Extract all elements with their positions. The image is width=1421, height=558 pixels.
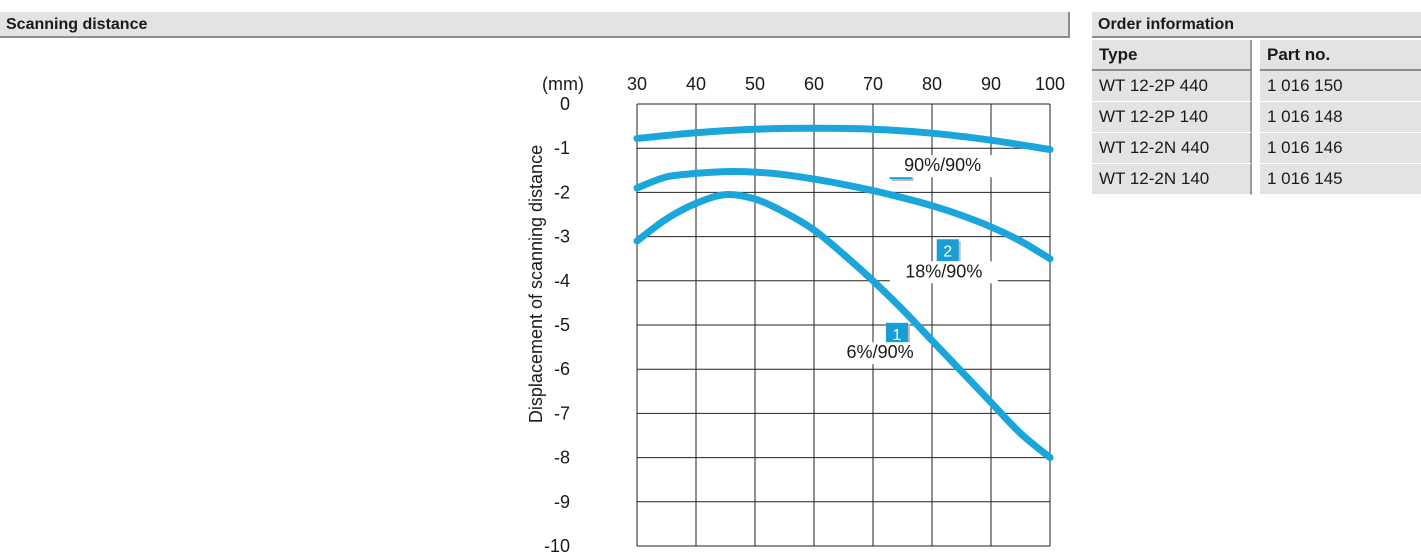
x-tick-label: 100 <box>1035 74 1065 94</box>
column-gap <box>1252 102 1260 133</box>
y-tick-label: 0 <box>560 94 570 114</box>
column-gap <box>1252 133 1260 164</box>
order-table: Type Part no. WT 12-2P 440 1 016 150 WT … <box>1092 40 1421 195</box>
table-row: WT 12-2P 440 1 016 150 <box>1092 71 1421 102</box>
y-tick-label: -1 <box>554 138 570 158</box>
order-information-header: Order information <box>1092 12 1421 38</box>
column-gap <box>1252 40 1260 71</box>
scanning-distance-header: Scanning distance <box>0 12 1070 38</box>
y-tick-label: -4 <box>554 271 570 291</box>
chart-curves <box>633 124 1054 462</box>
x-tick-label: 30 <box>627 74 647 94</box>
y-tick-label: -6 <box>554 359 570 379</box>
x-tick-label: 40 <box>686 74 706 94</box>
series-line-1 <box>633 190 1054 462</box>
type-cell: WT 12-2P 440 <box>1092 71 1252 102</box>
y-tick-label: -3 <box>554 227 570 247</box>
type-column-header: Type <box>1092 40 1252 71</box>
y-tick-label: -8 <box>554 448 570 468</box>
series-label-3: 90%/90% <box>904 155 981 175</box>
x-tick-label: 70 <box>863 74 883 94</box>
x-tick-label: 80 <box>922 74 942 94</box>
type-cell: WT 12-2N 140 <box>1092 164 1252 195</box>
table-row: WT 12-2N 440 1 016 146 <box>1092 133 1421 164</box>
column-gap <box>1252 71 1260 102</box>
part-no-cell: 1 016 146 <box>1260 133 1421 164</box>
chart-tick-labels: 30 40 50 60 70 80 90 100 0 -1 -2 -3 -4 -5 -6 -7 -8 -9 -10 <box>544 74 1065 556</box>
column-gap <box>1252 164 1260 195</box>
y-tick-label: -2 <box>554 182 570 202</box>
part-no-cell: 1 016 150 <box>1260 71 1421 102</box>
part-no-cell: 1 016 145 <box>1260 164 1421 195</box>
part-no-column-header: Part no. <box>1260 40 1421 71</box>
label-bg <box>888 155 997 178</box>
label-bg <box>889 261 998 284</box>
scanning-distance-chart: (mm) Displacement of scanning distance 3… <box>526 74 1065 556</box>
series-line-3 <box>633 124 1054 153</box>
y-tick-label: -9 <box>554 492 570 512</box>
chart-series-labels: 16%/90%218%/90%390%/90% <box>836 155 998 365</box>
x-axis-unit-label: (mm) <box>542 74 584 94</box>
badge-number: 1 <box>893 327 902 344</box>
badge-2 <box>936 239 959 262</box>
table-row: WT 12-2N 140 1 016 145 <box>1092 164 1421 195</box>
label-bg <box>836 342 925 365</box>
series-label-2: 18%/90% <box>905 261 982 281</box>
series-line-2 <box>633 168 1054 263</box>
x-tick-label: 50 <box>745 74 765 94</box>
y-tick-label: -7 <box>554 403 570 423</box>
badge-1 <box>885 322 908 345</box>
part-no-cell: 1 016 148 <box>1260 102 1421 133</box>
table-row: WT 12-2P 140 1 016 148 <box>1092 102 1421 133</box>
type-cell: WT 12-2N 440 <box>1092 133 1252 164</box>
series-label-1: 6%/90% <box>847 342 914 362</box>
x-tick-label: 60 <box>804 74 824 94</box>
badge-number: 2 <box>943 243 952 260</box>
y-tick-label: -5 <box>554 315 570 335</box>
order-table-header-row: Type Part no. <box>1092 40 1421 71</box>
y-tick-label: -10 <box>544 536 570 556</box>
y-axis-title: Displacement of scanning distance <box>526 145 546 423</box>
type-cell: WT 12-2P 140 <box>1092 102 1252 133</box>
x-tick-label: 90 <box>981 74 1001 94</box>
